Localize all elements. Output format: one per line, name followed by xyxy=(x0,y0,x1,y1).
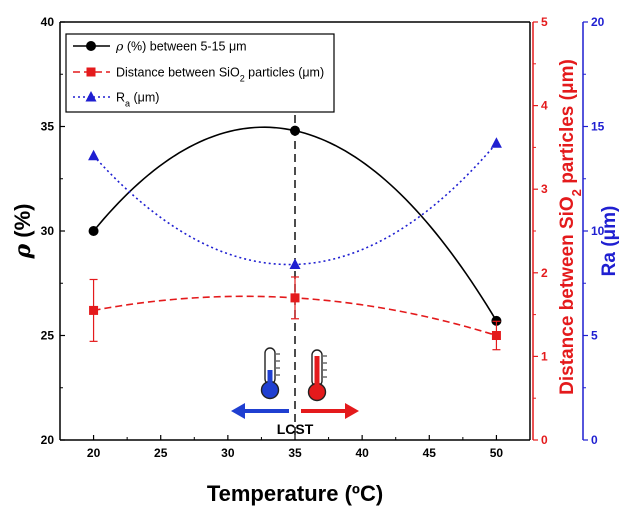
x-axis-title: Temperature (ºC) xyxy=(207,481,383,506)
ra-axis-tick-label: 10 xyxy=(591,224,605,238)
left-y-tick-label: 25 xyxy=(41,329,55,343)
left-y-tick-label: 30 xyxy=(41,224,55,238)
distance-axis-tick-label: 0 xyxy=(541,433,548,447)
hot-arrow-head xyxy=(345,403,359,419)
left-y-tick-label: 40 xyxy=(41,15,55,29)
legend-marker-circle xyxy=(86,41,96,51)
legend-box xyxy=(65,33,335,113)
cold-thermometer-icon xyxy=(260,347,280,400)
hot-thermometer-icon xyxy=(307,349,327,402)
x-tick-label: 50 xyxy=(490,446,504,460)
distance-axis-tick-label: 1 xyxy=(541,349,548,363)
distance-axis-tick-label: 2 xyxy=(541,266,548,280)
legend: ρ (%) between 5-15 μm Distance between Si… xyxy=(65,33,335,113)
data-point-square xyxy=(491,331,501,340)
x-tick-label: 30 xyxy=(221,446,235,460)
data-marks xyxy=(88,125,502,351)
data-point-square xyxy=(290,293,300,303)
distance-axis-title: Distance between SiO2 particles (μm) xyxy=(557,59,584,395)
x-tick-label: 20 xyxy=(87,446,101,460)
legend-label-2: Distance between SiO2 particles (μm) xyxy=(116,66,324,84)
distance-axis-tick-label: 5 xyxy=(541,15,548,29)
distance-axis-tick-label: 4 xyxy=(541,99,548,113)
axis-titles: Temperature (ºC) ρ (%) Distance between Si… xyxy=(10,59,620,506)
left-y-axis-title: ρ (%) xyxy=(10,204,36,260)
data-point-square xyxy=(89,305,99,315)
ra-axis-tick-label: 5 xyxy=(591,329,598,343)
lcst-label: LCST xyxy=(277,421,314,437)
cold-arrow-head xyxy=(231,403,245,419)
left-y-tick-label: 20 xyxy=(41,433,55,447)
ra-axis-tick-label: 20 xyxy=(591,15,605,29)
ra-axis-title: Ra (μm) xyxy=(599,206,620,277)
distance-axis-tick-label: 3 xyxy=(541,182,548,196)
legend-label-3: Ra (μm) xyxy=(116,91,159,109)
legend-marker-square xyxy=(86,67,96,77)
data-point-triangle xyxy=(88,149,100,161)
legend-label-1: ρ (%) between 5-15 μm xyxy=(115,39,247,54)
ra-axis-tick-label: 0 xyxy=(591,433,598,447)
data-point-circle xyxy=(88,226,99,236)
x-tick-label: 25 xyxy=(154,446,168,460)
ra-axis-tick-label: 15 xyxy=(591,120,605,134)
x-tick-label: 35 xyxy=(288,446,302,460)
data-point-triangle xyxy=(289,258,301,269)
data-point-circle xyxy=(290,125,300,136)
legend-marker-triangle xyxy=(85,91,97,102)
x-tick-label: 45 xyxy=(423,446,437,460)
x-tick-label: 40 xyxy=(355,446,369,460)
left-y-tick-label: 35 xyxy=(41,120,55,134)
data-point-triangle xyxy=(490,137,502,148)
annotations: LCST xyxy=(231,102,359,440)
